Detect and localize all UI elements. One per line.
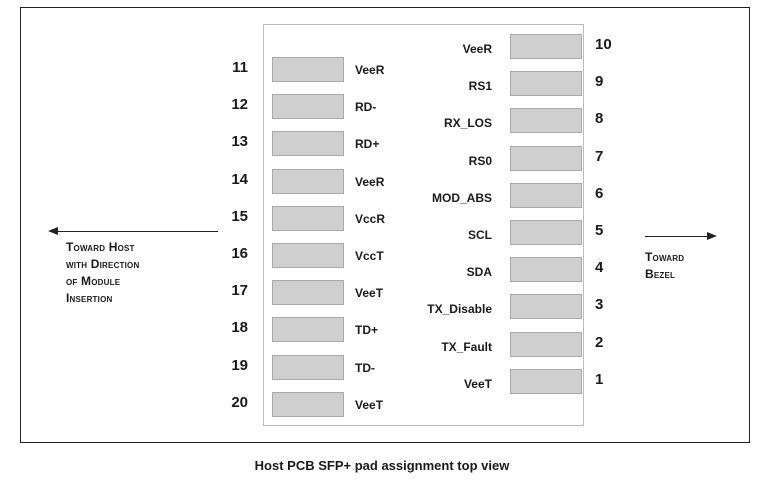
- toward-host-line: Toward Host: [66, 240, 135, 254]
- toward-bezel-arrow: [645, 232, 717, 240]
- signal-label: VccT: [355, 249, 384, 263]
- toward-bezel-label: Toward Bezel: [645, 249, 684, 283]
- pad-right: [510, 368, 582, 394]
- pin-number: 10: [595, 36, 612, 53]
- pin-number: 5: [595, 222, 604, 239]
- pin-number: 6: [595, 184, 604, 202]
- signal-label: RX_LOS: [443, 116, 492, 131]
- signal-label: SCL: [468, 228, 492, 242]
- pad-right: [510, 182, 582, 208]
- pad-left: [272, 57, 344, 82]
- pin-number: 1: [595, 370, 604, 388]
- signal-label: VeeT: [355, 286, 384, 301]
- toward-host-line: of Module: [66, 274, 121, 288]
- toward-bezel-line: Bezel: [645, 267, 676, 281]
- pin-number: 9: [595, 73, 604, 91]
- signal-label: VeeR: [355, 63, 385, 77]
- signal-label: TX_Disable: [427, 302, 492, 317]
- pin-number: 14: [231, 170, 248, 188]
- pad-right: [510, 257, 582, 283]
- pad-left: [272, 205, 344, 231]
- pin-number: 15: [231, 207, 248, 225]
- pin-number: 17: [231, 282, 248, 300]
- pin-number: 4: [595, 259, 604, 277]
- pad-left: [272, 280, 344, 306]
- toward-host-line: with Direction: [66, 257, 140, 271]
- toward-host-label: Toward Host with Direction of Module Ins…: [66, 239, 139, 307]
- pad-left: [272, 317, 344, 343]
- toward-host-line: Insertion: [66, 291, 113, 305]
- pad-left: [272, 131, 344, 157]
- pin-number: 11: [232, 59, 248, 76]
- pad-left: [272, 94, 344, 120]
- signal-label: RS1: [468, 79, 492, 94]
- signal-label: VeeR: [355, 174, 385, 189]
- pad-right: [510, 145, 582, 171]
- pad-right: [510, 220, 582, 245]
- signal-label: SDA: [466, 265, 492, 280]
- signal-label: TX_Fault: [441, 339, 492, 354]
- pad-right: [510, 331, 582, 357]
- pad-left: [272, 168, 344, 194]
- signal-label: RD-: [355, 100, 377, 115]
- diagram-frame: [20, 7, 750, 443]
- pad-left: [272, 354, 344, 380]
- pad-right: [510, 71, 582, 97]
- pin-number: 13: [231, 133, 248, 151]
- pin-number: 16: [231, 245, 248, 262]
- pad-right: [510, 108, 582, 134]
- signal-label: MOD_ABS: [431, 190, 492, 205]
- signal-label: RD+: [355, 137, 380, 152]
- pin-number: 2: [595, 333, 604, 351]
- signal-label: RS0: [468, 153, 492, 168]
- pin-number: 12: [231, 96, 248, 114]
- pad-left: [272, 243, 344, 268]
- signal-label: VccR: [355, 211, 386, 226]
- signal-label: VeeT: [355, 397, 384, 412]
- signal-label: VeeT: [463, 376, 492, 391]
- signal-label: VeeR: [462, 42, 492, 56]
- signal-label: TD+: [355, 323, 379, 338]
- pad-right: [510, 294, 582, 320]
- figure-caption: Host PCB SFP+ pad assignment top view: [254, 458, 510, 473]
- pin-number: 8: [595, 110, 604, 128]
- signal-label: TD-: [355, 360, 375, 375]
- pin-number: 19: [231, 356, 248, 374]
- pin-number: 20: [231, 393, 248, 411]
- pin-number: 3: [595, 296, 604, 314]
- toward-bezel-line: Toward: [645, 250, 685, 264]
- pin-number: 7: [595, 147, 604, 165]
- pin-number: 18: [231, 319, 248, 337]
- pad-right: [510, 34, 582, 59]
- pad-left: [272, 391, 344, 417]
- toward-host-arrow: [48, 227, 218, 235]
